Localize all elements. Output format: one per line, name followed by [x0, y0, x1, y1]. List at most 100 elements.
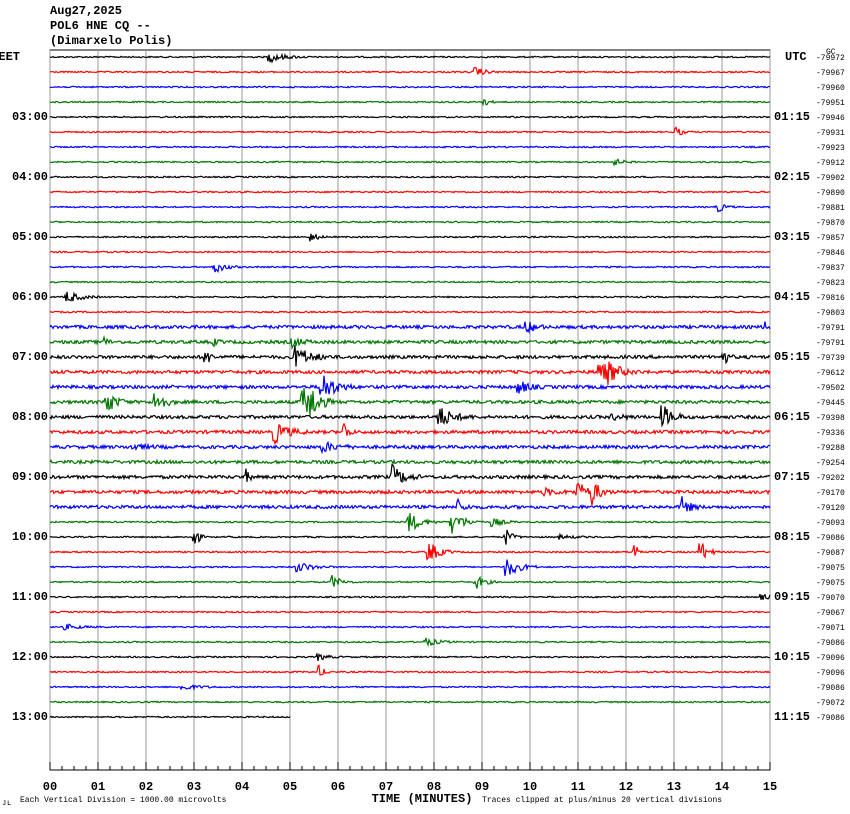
utc-label: 03:15	[774, 230, 810, 244]
eet-label: 12:00	[12, 650, 48, 664]
eet-label: 11:00	[12, 590, 48, 604]
trace-offset: -79823	[816, 279, 845, 288]
trace	[49, 345, 771, 367]
trace-offset: -79086	[816, 639, 845, 648]
trace	[50, 220, 771, 224]
trace	[49, 637, 771, 648]
trace	[49, 496, 771, 512]
trace-offset: -79288	[816, 444, 845, 453]
trace	[49, 610, 771, 614]
trace-offset: -79086	[816, 684, 845, 693]
trace	[49, 593, 771, 600]
trace	[49, 66, 771, 76]
trace-offset: -79067	[816, 609, 845, 618]
trace-offset: -79087	[816, 549, 845, 558]
trace	[49, 388, 771, 417]
utc-label: 01:15	[774, 110, 810, 124]
trace	[49, 559, 771, 577]
utc-label: 11:15	[774, 710, 810, 724]
eet-label: 06:00	[12, 290, 48, 304]
trace-offset: -79791	[816, 324, 845, 333]
trace-offset: -79816	[816, 294, 845, 303]
trace-offset: -79923	[816, 144, 845, 153]
trace-offset: -79086	[816, 534, 845, 543]
trace-offset: -79837	[816, 264, 845, 273]
trace	[49, 575, 771, 589]
right-zone: UTC	[785, 50, 807, 64]
trace	[49, 280, 771, 284]
trace-offset: -79202	[816, 474, 845, 483]
eet-label: 09:00	[12, 470, 48, 484]
trace-offset: -79254	[816, 459, 845, 468]
trace	[49, 204, 771, 213]
trace	[49, 543, 771, 561]
trace-offset: -79791	[816, 339, 845, 348]
trace-offset: -79502	[816, 384, 845, 393]
trace	[49, 85, 771, 89]
trace	[49, 652, 771, 661]
trace-offset: -79093	[816, 519, 845, 528]
utc-label: 07:15	[774, 470, 810, 484]
trace-offset: -79739	[816, 354, 845, 363]
trace	[49, 361, 771, 385]
x-tick-label: 13	[667, 780, 681, 794]
trace	[49, 126, 771, 136]
trace	[49, 158, 771, 167]
trace-offset: -79096	[816, 654, 845, 663]
x-tick-label: 15	[763, 780, 777, 794]
trace	[49, 422, 771, 446]
eet-label: 08:00	[12, 410, 48, 424]
trace	[49, 190, 771, 194]
trace	[49, 310, 771, 314]
utc-label: 08:15	[774, 530, 810, 544]
trace	[49, 715, 291, 719]
trace-offset: -79870	[816, 219, 845, 228]
trace-offset: -79336	[816, 429, 845, 438]
plot-frame	[49, 49, 771, 771]
trace	[49, 623, 771, 631]
x-tick-label: 14	[715, 780, 729, 794]
utc-label: 10:15	[774, 650, 810, 664]
date: Aug27,2025	[50, 4, 122, 18]
location: (Dimarxelo Polis)	[50, 34, 172, 48]
trace-offset: -79612	[816, 369, 845, 378]
corner: GC	[826, 48, 836, 57]
x-tick-label: 09	[475, 780, 489, 794]
trace	[49, 321, 771, 334]
trace	[49, 233, 771, 242]
trace	[49, 264, 771, 273]
trace	[49, 458, 771, 466]
trace-offset: -79170	[816, 489, 845, 498]
x-tick-label: 12	[619, 780, 633, 794]
trace-offset: -79881	[816, 204, 845, 213]
x-tick-label: 06	[331, 780, 345, 794]
trace-offset: -79445	[816, 399, 845, 408]
trace	[49, 482, 771, 506]
logo: ᴊʟ	[2, 799, 12, 808]
utc-label: 09:15	[774, 590, 810, 604]
trace-offset: -79960	[816, 84, 845, 93]
trace-offset: -79902	[816, 174, 845, 183]
eet-label: 13:00	[12, 710, 48, 724]
trace	[49, 115, 771, 119]
trace-offset: -79398	[816, 414, 845, 423]
trace-offset: -79075	[816, 579, 845, 588]
x-tick-label: 03	[187, 780, 201, 794]
utc-label: 04:15	[774, 290, 810, 304]
trace-offset: -79946	[816, 114, 845, 123]
trace-offset: -79967	[816, 69, 845, 78]
trace-offset: -79857	[816, 234, 845, 243]
trace-offset: -79912	[816, 159, 845, 168]
utc-label: 06:15	[774, 410, 810, 424]
x-tick-label: 01	[91, 780, 105, 794]
x-tick-label: 08	[427, 780, 441, 794]
trace-offset: -79890	[816, 189, 845, 198]
trace	[49, 175, 771, 179]
utc-label: 02:15	[774, 170, 810, 184]
trace	[49, 291, 771, 302]
x-tick-label: 07	[379, 780, 393, 794]
trace-offset: -79972	[816, 54, 845, 63]
station: POL6 HNE CQ --	[50, 19, 151, 33]
trace-offset: -79070	[816, 594, 845, 603]
